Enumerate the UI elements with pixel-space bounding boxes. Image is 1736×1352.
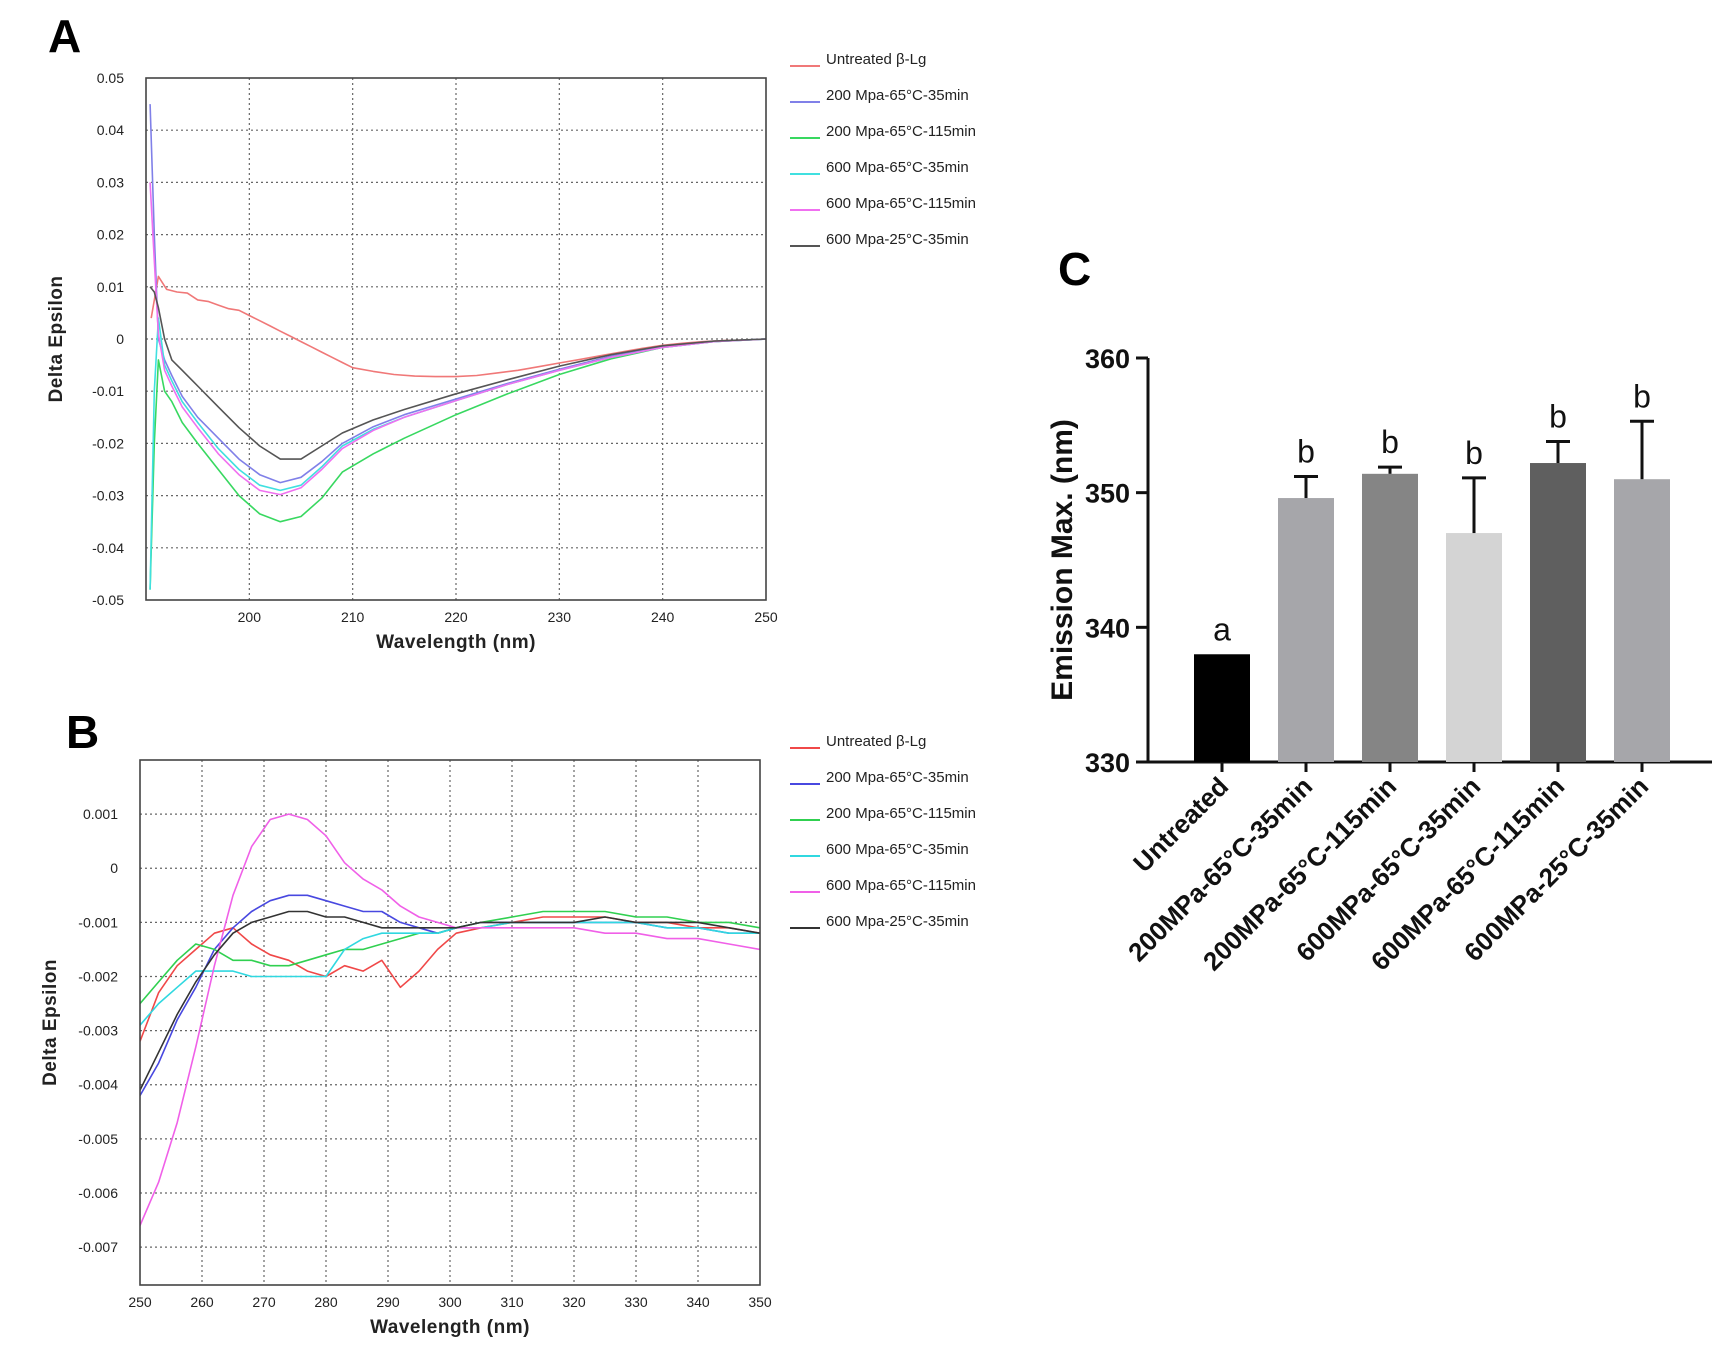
legend-label: Untreated β-Lg [826,733,926,750]
y-tick-label: 0.001 [83,806,118,822]
panel-letter-c: C [1058,243,1091,295]
y-tick-label: -0.001 [78,914,118,930]
legend-label: 200 Mpa-65°C-35min [826,769,969,786]
y-tick-label: -0.002 [78,968,118,984]
bar [1446,533,1502,762]
y-tick-label: -0.04 [92,540,124,556]
y-tick-label: -0.007 [78,1239,118,1255]
y-tick-label: 330 [1085,748,1130,778]
legend-label: 600 Mpa-65°C-35min [826,159,969,176]
bar [1530,463,1586,762]
y-tick-label: 0.05 [97,70,124,86]
y-tick-label: 0.01 [97,279,124,295]
panel-letter-b: B [66,706,99,758]
y-tick-label: 340 [1085,613,1130,643]
legend-label: Untreated β-Lg [826,51,926,68]
x-tick-label: 290 [376,1294,400,1310]
x-tick-label: 250 [128,1294,152,1310]
x-tick-label: 260 [190,1294,214,1310]
y-tick-label: -0.02 [92,435,124,451]
series-line-4 [149,317,766,590]
significance-label: b [1465,435,1483,471]
series-line-1 [150,275,766,378]
significance-label: b [1381,424,1399,460]
bar [1278,498,1334,762]
series-group [149,104,766,590]
chart-b: 250 260 270 280 290 300 310 320 330 340 350 0.001 0 -… [40,733,976,1338]
series-line-6 [149,286,766,460]
x-tick-label: 350 [748,1294,772,1310]
panel-letter-a: A [48,10,81,62]
legend-label: 600 Mpa-65°C-115min [826,877,976,894]
x-tick-label: 280 [314,1294,338,1310]
series-line-3 [149,338,766,590]
legend-label: 600 Mpa-25°C-35min [826,231,969,248]
y-tick-label: 0 [116,331,124,347]
bar [1362,473,1418,762]
x-tick-label: 200 [238,609,262,625]
y-axis-title: Delta Epsilon [40,959,61,1086]
plot-frame [145,77,767,601]
x-tick-label: 340 [686,1294,710,1310]
series-line-6 [140,910,760,1091]
x-tick-label: 210 [341,609,365,625]
y-axis-title: Delta Epsilon [46,276,67,403]
legend-label: 600 Mpa-25°C-35min [826,913,969,930]
x-tick-label: 300 [438,1294,462,1310]
series-line-5 [140,813,760,1226]
significance-label: b [1549,398,1567,434]
legend-label: 200 Mpa-65°C-115min [826,805,976,822]
x-tick-label: 220 [444,609,468,625]
x-tick-label: 310 [500,1294,524,1310]
significance-label: a [1213,611,1231,647]
x-tick-label: 320 [562,1294,586,1310]
significance-label: b [1633,378,1651,414]
significance-label: b [1297,434,1315,470]
x-tick-label: 330 [624,1294,648,1310]
series-line-3 [140,910,760,1005]
series-line-2 [149,104,766,484]
y-tick-label: 350 [1085,479,1130,509]
series-line-5 [149,182,766,496]
y-tick-label: 0.02 [97,227,124,243]
y-tick-label: -0.03 [92,488,124,504]
legend-label: 200 Mpa-65°C-35min [826,87,969,104]
x-tick-label: 270 [252,1294,276,1310]
legend-label: 600 Mpa-65°C-115min [826,195,976,212]
y-tick-label: -0.01 [92,383,124,399]
y-tick-label: -0.05 [92,592,124,608]
x-tick-label: 240 [651,609,675,625]
y-tick-label: 360 [1085,344,1130,374]
legend-label: 600 Mpa-65°C-35min [826,841,969,858]
series-group [140,813,760,1226]
y-tick-label: -0.005 [78,1131,118,1147]
x-tick-label: 230 [548,609,572,625]
y-tick-label: 0.04 [97,122,124,138]
plot-frame [139,759,761,1286]
y-tick-label: 0 [110,860,118,876]
x-tick-label: 250 [754,609,778,625]
y-tick-label: 0.03 [97,174,124,190]
series-line-4 [140,921,760,1026]
legend-label: 200 Mpa-65°C-115min [826,123,976,140]
y-tick-label: -0.003 [78,1023,118,1039]
bar [1194,654,1250,762]
y-tick-label: -0.006 [78,1185,118,1201]
bar [1614,479,1670,762]
y-tick-label: -0.004 [78,1077,118,1093]
y-axis-title: Emission Max. (nm) [1046,419,1079,701]
chart-a: 200 210 220 230 240 250 0.05 0.04 0.03 0.02 0.01 0 -… [46,51,976,653]
x-axis-title: Wavelength (nm) [370,1317,530,1338]
x-axis-title: Wavelength (nm) [376,632,536,653]
